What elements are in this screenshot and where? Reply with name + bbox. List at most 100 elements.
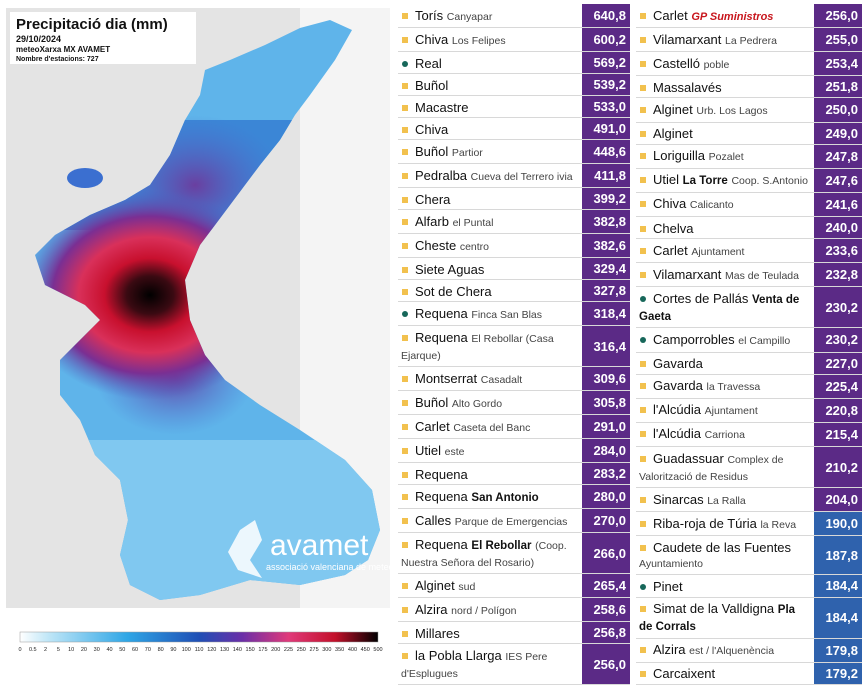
station-place: Carriona (704, 429, 745, 442)
station-text: Macastre (398, 96, 582, 117)
station-site: La Torre (682, 175, 728, 188)
station-text: Requena San Antonio (398, 485, 582, 508)
station-text: Alginet (636, 123, 814, 144)
station-value: 327,8 (582, 280, 630, 301)
station-value: 256,0 (582, 644, 630, 684)
station-value: 266,0 (582, 533, 630, 573)
station-row: Alginet 249,0 (636, 122, 862, 145)
station-place: Ayuntamiento (639, 557, 704, 570)
station-name: Buñol (415, 394, 449, 410)
station-label: Cortes de Pallás Venta de Gaeta (639, 291, 811, 325)
station-name: Alginet (653, 126, 693, 142)
legend-label: 130 (220, 647, 229, 653)
station-marker (402, 493, 408, 500)
station-name: Buñol (415, 143, 449, 159)
station-marker (402, 517, 408, 524)
station-label: Vilamarxant Mas de Teulada (639, 267, 799, 284)
station-value: 240,0 (814, 216, 862, 239)
station-label: Simat de la Valldigna Pla de Corrals (639, 601, 811, 635)
station-value: 382,8 (582, 210, 630, 233)
station-marker (640, 431, 646, 438)
legend-label: 250 (297, 647, 306, 653)
station-place: Caseta del Banc (453, 421, 531, 434)
legend-label: 350 (335, 647, 344, 653)
station-row: Chiva 491,0 (398, 118, 630, 140)
station-row: Buñol Partior 448,6 (398, 140, 630, 164)
station-marker (402, 266, 408, 273)
logo-subtitle: associació valenciana de meteorologia (266, 562, 396, 572)
station-label: Sot de Chera (401, 284, 492, 299)
station-label: Castelló poble (639, 56, 729, 73)
station-text: Buñol Partior (398, 140, 582, 163)
legend-label: 70 (145, 647, 151, 653)
station-value: 411,8 (582, 164, 630, 187)
station-place: poble (703, 58, 730, 71)
station-text: Chiva Los Felipes (398, 28, 582, 51)
station-row: Chelva 240,0 (636, 216, 862, 240)
station-text: Requena El Rebollar (Casa Ejarque) (398, 326, 582, 366)
station-marker (640, 544, 646, 551)
color-bar (19, 631, 379, 643)
station-label: Alginet Urb. Los Lagos (639, 102, 768, 119)
station-marker (640, 647, 646, 654)
station-text: Alfarb el Puntal (398, 210, 582, 233)
station-place: Canyapar (446, 10, 493, 23)
station-value: 249,0 (814, 122, 862, 144)
station-name: Carcaixent (653, 666, 716, 682)
station-text: Carcaixent (636, 663, 814, 684)
station-row: Vilamarxant La Pedrera 255,0 (636, 28, 862, 53)
station-marker (640, 107, 646, 114)
station-row: Buñol 539,2 (398, 74, 630, 96)
station-marker (402, 104, 408, 111)
station-row: Pedralba Cueva del Terrero ivia 411,8 (398, 164, 630, 188)
station-marker (402, 288, 408, 295)
map-header-box (10, 12, 196, 64)
station-place: Partior (451, 146, 483, 159)
station-value: 210,2 (814, 446, 862, 488)
station-name: Requena (415, 305, 468, 321)
station-row: Carlet Ajuntament 233,6 (636, 239, 862, 264)
station-name: Alzira (653, 642, 686, 658)
station-marker (402, 218, 408, 225)
station-name: Utiel (653, 172, 680, 188)
station-name: Macastre (415, 99, 469, 115)
station-value: 187,8 (814, 536, 862, 575)
station-row: Castelló poble 253,4 (636, 52, 862, 77)
station-marker (402, 334, 408, 341)
station-name: Millares (415, 625, 460, 641)
station-name: Requena (415, 536, 468, 552)
station-row: Cortes de Pallás Venta de Gaeta 230,2 (636, 287, 862, 329)
station-place: centro (459, 240, 490, 253)
station-row: Alginet Urb. Los Lagos 250,0 (636, 98, 862, 123)
station-name: Alzira (415, 601, 448, 617)
station-value: 227,0 (814, 352, 862, 374)
station-marker (640, 407, 646, 414)
station-name: Caudete de las Fuentes (653, 539, 792, 555)
station-name: Chera (415, 191, 451, 207)
station-value: 247,8 (814, 144, 862, 168)
station-label: Chiva Los Felipes (401, 32, 506, 49)
station-name: Requena (415, 329, 468, 345)
station-marker (640, 84, 646, 91)
station-name: Riba-roja de Túria (653, 515, 757, 531)
station-text: Requena El Rebollar (Coop. Nuestra Señor… (398, 533, 582, 573)
station-label: Buñol Partior (401, 144, 483, 161)
station-row: Carlet Caseta del Banc 291,0 (398, 415, 630, 439)
station-label: Torís Canyapar (401, 8, 492, 25)
station-row: Alzira est / l'Alquenència 179,8 (636, 638, 862, 663)
station-text: Buñol Alto Gordo (398, 391, 582, 414)
station-name: Carlet (653, 242, 688, 258)
station-name: Montserrat (415, 370, 478, 386)
station-label: Gavarda la Travessa (639, 378, 760, 395)
station-place: Coop. S.Antonio (731, 175, 808, 188)
station-value: 247,6 (814, 168, 862, 192)
station-place: la Travessa (706, 381, 761, 394)
station-value: 569,2 (582, 52, 630, 73)
station-label: Carlet Caseta del Banc (401, 419, 530, 436)
station-text: Alzira est / l'Alquenència (636, 639, 814, 662)
legend-label: 40 (106, 647, 112, 653)
station-name: Utiel (415, 442, 442, 458)
station-name: Camporrobles (653, 331, 735, 347)
station-text: Real (398, 52, 582, 73)
station-name: Alfarb (415, 213, 449, 229)
